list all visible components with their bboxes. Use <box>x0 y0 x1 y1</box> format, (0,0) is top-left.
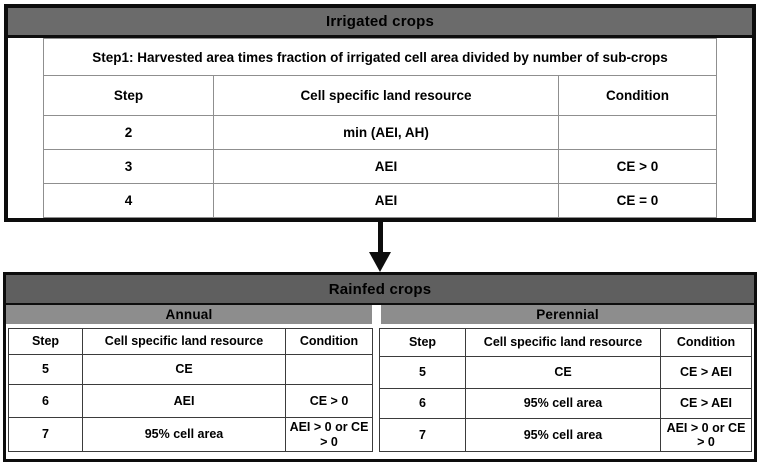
irrigated-title: Irrigated crops <box>325 13 435 30</box>
cell-step: 7 <box>8 417 83 452</box>
cell-step: 5 <box>8 353 83 386</box>
table-row: 7 95% cell area AEI > 0 or CE > 0 <box>8 417 373 452</box>
annual-header-row: Step Cell specific land resource Conditi… <box>8 328 373 355</box>
step1-row: Step1: Harvested area times fraction of … <box>42 38 718 76</box>
table-row: 5 CE <box>8 353 373 386</box>
cell-step: 4 <box>42 183 214 218</box>
table-row: 4 AEI CE = 0 <box>42 183 718 218</box>
step1-note: Step1: Harvested area times fraction of … <box>42 38 718 76</box>
cell-step: 6 <box>8 384 83 419</box>
annual-table: Step Cell specific land resource Conditi… <box>8 328 373 452</box>
cell-resource: AEI <box>82 384 286 419</box>
cell-step: 7 <box>379 418 466 452</box>
cell-resource: CE <box>82 353 286 386</box>
col-header-resource: Cell specific land resource <box>82 328 286 355</box>
table-row: 6 95% cell area CE > AEI <box>379 388 752 419</box>
table-row: 7 95% cell area AEI > 0 or CE > 0 <box>379 418 752 452</box>
perennial-table: Step Cell specific land resource Conditi… <box>379 328 752 452</box>
irrigated-header-band: Irrigated crops <box>8 8 752 38</box>
irrigated-header-row: Step Cell specific land resource Conditi… <box>42 75 718 116</box>
perennial-header-band: Perennial <box>381 305 754 324</box>
col-header-condition: Condition <box>285 328 373 355</box>
cell-resource: min (AEI, AH) <box>212 115 559 150</box>
rainfed-subheaders: Annual Perennial <box>6 305 754 324</box>
cell-resource: CE <box>465 356 661 389</box>
cell-resource: 95% cell area <box>82 417 286 452</box>
cell-condition <box>557 115 718 150</box>
rainfed-title: Rainfed crops <box>328 280 432 298</box>
down-arrow-stem <box>378 221 383 254</box>
down-arrow-icon <box>369 252 391 272</box>
rainfed-header-band: Rainfed crops <box>6 275 754 305</box>
table-row: 3 AEI CE > 0 <box>42 149 718 184</box>
annual-title: Annual <box>165 307 213 322</box>
rainfed-tables: Step Cell specific land resource Conditi… <box>6 324 754 452</box>
table-row: 6 AEI CE > 0 <box>8 384 373 419</box>
col-header-step: Step <box>42 75 214 116</box>
cell-condition: CE > AEI <box>660 388 752 419</box>
cell-step: 3 <box>42 149 214 184</box>
table-row: 2 min (AEI, AH) <box>42 115 718 150</box>
cell-condition: CE > 0 <box>557 149 718 184</box>
perennial-header-row: Step Cell specific land resource Conditi… <box>379 328 752 357</box>
cell-condition: CE > 0 <box>285 384 373 419</box>
col-header-condition: Condition <box>557 75 718 116</box>
col-header-resource: Cell specific land resource <box>212 75 559 116</box>
perennial-title: Perennial <box>536 307 599 322</box>
rainfed-section: Rainfed crops Annual Perennial Step Cell… <box>3 272 757 462</box>
irrigated-table: Step1: Harvested area times fraction of … <box>42 38 718 218</box>
col-header-step: Step <box>8 328 83 355</box>
cell-condition: AEI > 0 or CE > 0 <box>660 418 752 452</box>
cell-step: 6 <box>379 388 466 419</box>
cell-resource: 95% cell area <box>465 388 661 419</box>
cell-resource: AEI <box>212 183 559 218</box>
cell-condition: AEI > 0 or CE > 0 <box>285 417 373 452</box>
annual-header-band: Annual <box>6 305 372 324</box>
cell-step: 5 <box>379 356 466 389</box>
irrigated-section: Irrigated crops Step1: Harvested area ti… <box>4 4 756 222</box>
cell-condition <box>285 353 373 386</box>
table-row: 5 CE CE > AEI <box>379 356 752 389</box>
cell-step: 2 <box>42 115 214 150</box>
col-header-condition: Condition <box>660 328 752 357</box>
cell-condition: CE = 0 <box>557 183 718 218</box>
cell-resource: AEI <box>212 149 559 184</box>
cell-condition: CE > AEI <box>660 356 752 389</box>
col-header-resource: Cell specific land resource <box>465 328 661 357</box>
cell-resource: 95% cell area <box>465 418 661 452</box>
col-header-step: Step <box>379 328 466 357</box>
